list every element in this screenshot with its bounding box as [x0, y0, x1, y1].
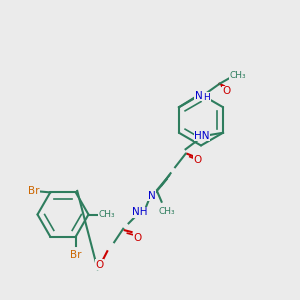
Text: O: O: [194, 155, 202, 165]
Text: CH₃: CH₃: [158, 207, 175, 216]
Text: O: O: [223, 86, 231, 96]
Text: HN: HN: [194, 131, 210, 141]
Text: H: H: [203, 93, 210, 102]
Text: CH₃: CH₃: [98, 210, 115, 219]
Text: CH₃: CH₃: [229, 71, 246, 80]
Text: O: O: [95, 260, 103, 270]
Text: N: N: [194, 91, 202, 101]
Text: Br: Br: [70, 250, 82, 260]
Text: Br: Br: [28, 186, 40, 196]
Text: NH: NH: [132, 207, 147, 217]
Text: N: N: [148, 191, 156, 201]
Text: O: O: [134, 233, 142, 243]
